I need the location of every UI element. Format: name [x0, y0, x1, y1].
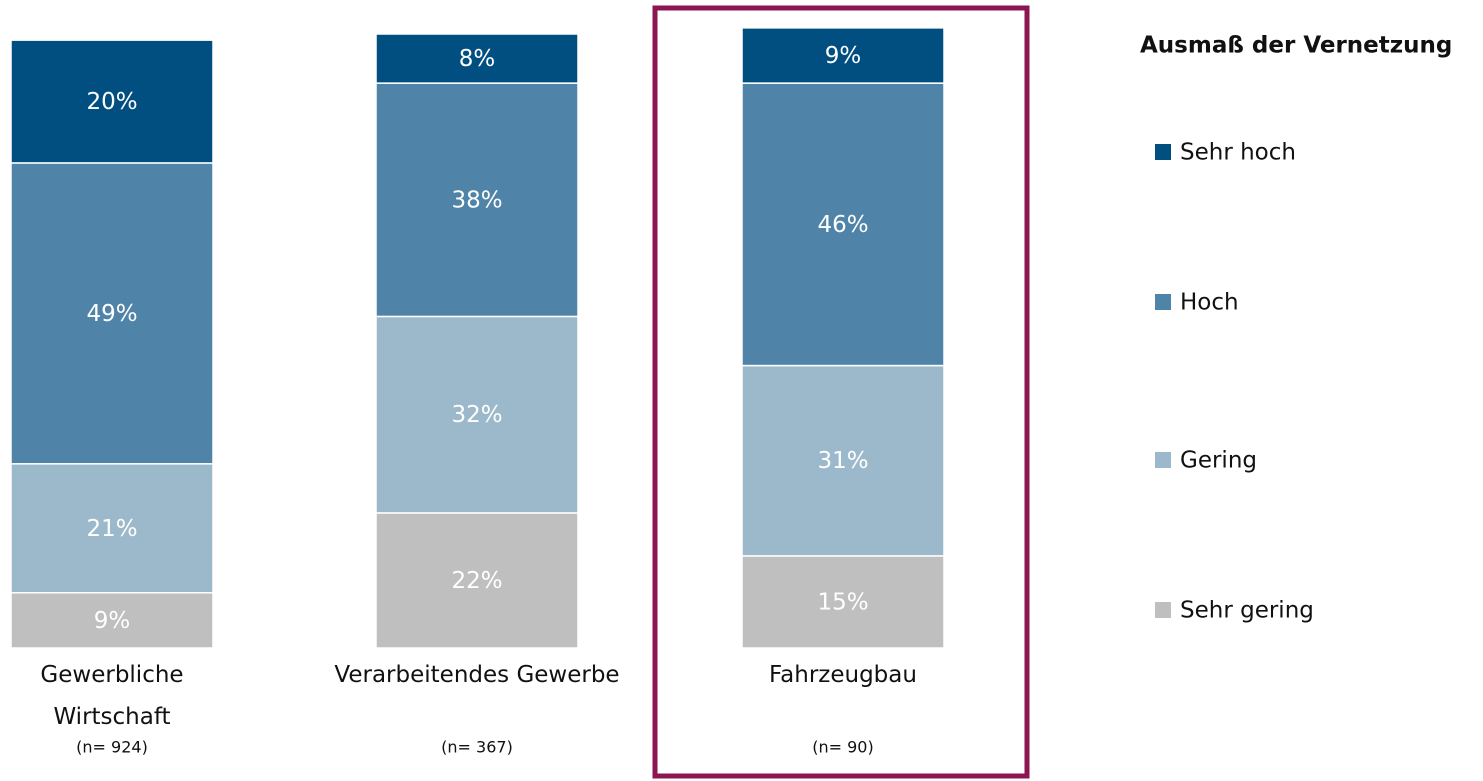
bar-segment [741, 82, 945, 367]
category-label: Fahrzeugbau [769, 662, 917, 688]
bar-segment [375, 82, 579, 318]
legend-title: Ausmaß der Vernetzung [1140, 33, 1452, 59]
bar-segment [10, 591, 214, 649]
legend-label: Sehr gering [1180, 598, 1314, 624]
value-label: 22% [451, 568, 502, 594]
legend-label: Sehr hoch [1180, 140, 1296, 166]
value-label: 9% [94, 608, 131, 634]
category-label: Verarbeitendes Gewerbe [334, 662, 620, 688]
bar-segment [375, 315, 579, 514]
bar-segment [10, 463, 214, 594]
value-label: 32% [451, 402, 502, 428]
sample-size: (n= 924) [76, 738, 148, 757]
legend-label: Gering [1180, 448, 1257, 474]
bar-segment [375, 33, 579, 84]
legend-label: Hoch [1180, 290, 1239, 316]
value-label: 31% [817, 448, 868, 474]
bar-segment [375, 512, 579, 649]
legend-swatch [1155, 144, 1171, 160]
sample-size: (n= 90) [812, 738, 873, 757]
value-label: 49% [86, 301, 137, 327]
value-label: 9% [825, 43, 862, 69]
legend-swatch [1155, 452, 1171, 468]
bar-segment [741, 364, 945, 557]
value-label: 21% [86, 516, 137, 542]
legend-swatch [1155, 294, 1171, 310]
sample-size: (n= 367) [441, 738, 513, 757]
value-label: 38% [451, 187, 502, 213]
category-label: Gewerbliche Wirtschaft [40, 662, 184, 730]
value-label: 15% [817, 589, 868, 615]
highlight-frame [652, 5, 1030, 779]
value-label: 20% [86, 89, 137, 115]
legend-swatch [1155, 602, 1171, 618]
bar-segment [10, 39, 214, 164]
value-label: 46% [817, 212, 868, 238]
value-label: 8% [459, 46, 496, 72]
bar-segment [741, 27, 945, 84]
